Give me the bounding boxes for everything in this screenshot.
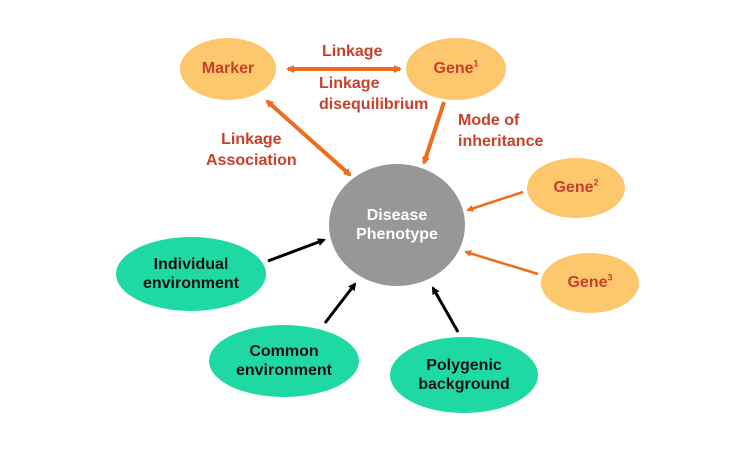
marker-label: Marker <box>201 60 255 78</box>
label-ld-line1: Linkage <box>319 75 380 92</box>
label-mode-line2: inheritance <box>458 132 544 150</box>
common-environment-node: Common environment <box>209 325 359 397</box>
gene3-label: Gene3 <box>567 273 613 292</box>
arrow-polygenic-disease <box>431 286 460 333</box>
common-env-line2: environment <box>235 362 332 379</box>
gene2-node: Gene2 <box>527 158 625 218</box>
individual-environment-node: Individual environment <box>116 237 266 311</box>
label-linkage-association: Linkage Association <box>206 130 297 172</box>
label-assoc-line2: Association <box>206 151 297 169</box>
individual-env-line2: environment <box>142 275 239 292</box>
polygenic-line2: background <box>418 376 510 393</box>
arrow-common-disease <box>323 282 357 324</box>
arrow-individual-disease <box>267 238 326 263</box>
label-mode-of-inheritance: Mode of inheritance <box>458 111 543 153</box>
label-linkage: Linkage <box>322 43 383 60</box>
marker-node: Marker <box>180 38 276 100</box>
arrow-marker-disease <box>265 99 352 177</box>
label-assoc-line1: Linkage <box>221 131 282 148</box>
gene2-label: Gene2 <box>553 178 599 197</box>
polygenic-line1: Polygenic <box>426 356 502 374</box>
individual-env-line1: Individual <box>153 255 229 273</box>
disease-label-line1: Disease <box>366 206 428 224</box>
disease-phenotype-node: Disease Phenotype <box>329 164 465 286</box>
gene3-node: Gene3 <box>541 253 639 313</box>
gene1-label: Gene1 <box>433 59 479 78</box>
arrow-gene3-disease <box>464 250 539 276</box>
gene1-node: Gene1 <box>406 38 506 100</box>
disease-label-line2: Phenotype <box>356 226 438 243</box>
arrow-gene1-disease <box>422 101 446 165</box>
polygenic-background-node: Polygenic background <box>390 337 538 413</box>
label-mode-line1: Mode of <box>458 112 520 129</box>
common-env-line1: Common <box>249 342 319 360</box>
label-ld-line2: disequilibrium <box>319 95 429 113</box>
label-linkage-disequilibrium: Linkage disequilibrium <box>319 74 428 116</box>
arrow-gene2-disease <box>466 190 524 212</box>
